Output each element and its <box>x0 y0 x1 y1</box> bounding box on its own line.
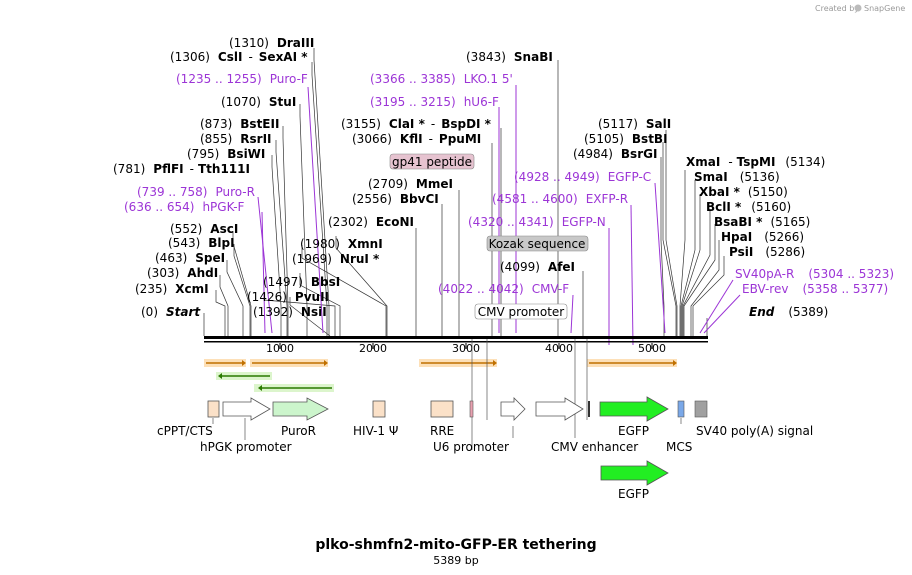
site-label: (463) SpeI <box>155 251 225 265</box>
feature-label: hPGK promoter <box>200 440 292 454</box>
ruler-tick-label: 4000 <box>545 342 573 355</box>
u6-promoter-feature <box>500 397 526 421</box>
site-label: (2709) MmeI <box>368 177 453 191</box>
site-label: (873) BstEII <box>200 117 279 131</box>
backbone <box>204 336 708 343</box>
svg-text:Created by: Created by <box>815 4 859 13</box>
feature-label: HIV-1 Ψ <box>353 424 398 438</box>
site-label: (2556) BbvCI <box>352 192 439 206</box>
feature-label: RRE <box>430 424 454 438</box>
site-label: (1310) DraIII <box>229 36 314 50</box>
map-subtitle: 5389 bp <box>433 554 478 567</box>
ruler-tick-label: 1000 <box>266 342 294 355</box>
map-title: plko-shmfn2-mito-GFP-ER tethering <box>315 537 596 553</box>
box-label-cmv-promoter: CMV promoter <box>478 305 565 319</box>
site-label: (1070) StuI <box>221 95 296 109</box>
snapgene-logo-icon <box>854 4 862 12</box>
hpgk-promoter-feature <box>222 397 271 421</box>
feature-label: MCS <box>666 440 692 454</box>
primer-label: (3366 .. 3385) LKO.1 5' <box>370 72 513 86</box>
cmv-enhancer-feature <box>535 397 584 421</box>
cppt-cts-feature <box>207 400 220 418</box>
site-label: PsiI (5286) <box>729 245 805 259</box>
site-label: (1306) CslI - SexAI * <box>170 50 308 64</box>
box-label-gp41: gp41 peptide <box>392 155 472 169</box>
site-label: (4099) AfeI <box>500 260 575 274</box>
hiv1-psi-feature <box>372 400 386 418</box>
site-label: (1426) PvuII <box>247 290 329 304</box>
feature-label: EGFP <box>618 487 649 501</box>
site-label: (552) AscI <box>170 222 238 236</box>
feature-label: EGFP <box>618 424 649 438</box>
site-label: BsaBI * (5165) <box>714 215 810 229</box>
restriction-sites: (1310) DraIII (1306) CslI - SexAI * (1070) St… <box>113 36 828 319</box>
site-label: (781) PflFI - Tth111I <box>113 162 250 176</box>
feature-lines <box>212 339 682 450</box>
site-label: (4984) BsrGI <box>573 147 657 161</box>
site-label: (3843) SnaBI <box>466 50 553 64</box>
feature-label: PuroR <box>281 424 316 438</box>
mcs-feature <box>677 400 685 418</box>
site-label: (795) BsiWI <box>187 147 265 161</box>
site-label: BclI * (5160) <box>706 200 791 214</box>
feature-label: CMV enhancer <box>551 440 638 454</box>
site-label: (5105) BstBI <box>584 132 668 146</box>
site-label: (5117) SalI <box>598 117 671 131</box>
site-label: SmaI (5136) <box>694 170 780 184</box>
site-label: (235) XcmI <box>135 282 209 296</box>
kozak-feature <box>588 401 590 417</box>
primer-label: (1235 .. 1255) Puro-F <box>176 72 308 86</box>
gp41-feature <box>469 400 474 418</box>
primers: (1235 .. 1255) Puro-F (739 .. 758) Puro-R … <box>124 72 894 296</box>
ruler-tick-label: 5000 <box>638 342 666 355</box>
snapgene-credit: Created by SnapGene <box>815 4 905 13</box>
site-label: (303) AhdI <box>147 266 218 280</box>
credit-text: Created by <box>815 4 859 13</box>
site-label: HpaI (5266) <box>721 230 804 244</box>
site-label: End (5389) <box>749 305 828 319</box>
site-label: (543) BlpI <box>168 236 235 250</box>
credit-brand: SnapGene <box>864 4 905 13</box>
site-label: (1980) XmnI <box>300 237 383 251</box>
primer-lines <box>257 85 741 346</box>
site-label: (1392) NsiI <box>253 305 327 319</box>
egfp-feature <box>599 396 669 422</box>
feature-label: cPPT/CTS <box>157 424 213 438</box>
boxed-labels: gp41 peptide Kozak sequence CMV promoter <box>389 153 589 320</box>
box-label-kozak: Kozak sequence <box>489 237 586 251</box>
ruler-tick-label: 2000 <box>359 342 387 355</box>
site-label: (1497) BbsI <box>263 275 340 289</box>
puror-feature <box>272 397 329 421</box>
rre-feature <box>430 400 454 418</box>
orf-arrows <box>204 359 677 392</box>
primer-label: (4928 .. 4949) EGFP-C <box>514 170 651 184</box>
primer-label: EBV-rev (5358 .. 5377) <box>742 282 888 296</box>
primer-label: (4022 .. 4042) CMV-F <box>438 282 569 296</box>
site-label: (0) Start <box>141 305 201 319</box>
primer-label: SV40pA-R (5304 .. 5323) <box>735 267 894 281</box>
site-label: XbaI * (5150) <box>699 185 788 199</box>
egfp-feature-2 <box>600 460 669 486</box>
site-label: (3066) KflI - PpuMI <box>352 132 481 146</box>
primer-label: (3195 .. 3215) hU6-F <box>370 95 499 109</box>
ruler-tick-label: 3000 <box>452 342 480 355</box>
feature-label: U6 promoter <box>433 440 509 454</box>
primer-label: (4320 .. 4341) EGFP-N <box>468 215 606 229</box>
features <box>207 396 708 486</box>
sv40-polya-feature <box>694 400 708 418</box>
site-label: (2302) EcoNI <box>328 215 414 229</box>
primer-label: (739 .. 758) Puro-R <box>137 185 255 199</box>
primer-label: (636 .. 654) hPGK-F <box>124 200 245 214</box>
site-label: (855) RsrII <box>200 132 272 146</box>
ruler: 1000 2000 3000 4000 5000 <box>266 342 666 355</box>
feature-label: SV40 poly(A) signal <box>696 424 813 438</box>
site-label: XmaI - TspMI (5134) <box>686 155 825 169</box>
site-label: (3155) ClaI * - BspDI * <box>341 117 492 131</box>
primer-label: (4581 .. 4600) EXFP-R <box>492 192 628 206</box>
site-label: (1969) NruI * <box>292 252 380 266</box>
feature-labels: cPPT/CTS hPGK promoter PuroR HIV-1 Ψ RRE… <box>157 424 813 501</box>
